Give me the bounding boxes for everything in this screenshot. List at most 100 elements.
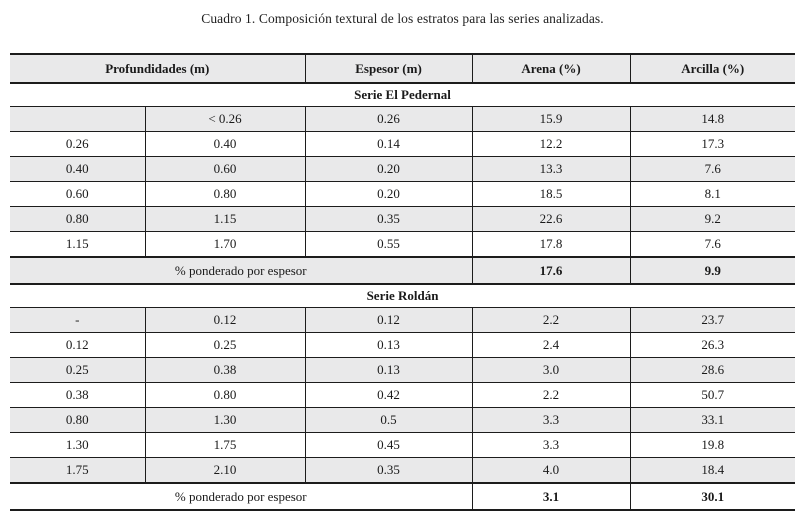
cell: 1.75 bbox=[10, 457, 146, 484]
cell: 19.8 bbox=[629, 432, 796, 458]
cell: 1.30 bbox=[10, 432, 146, 458]
cell: 1.30 bbox=[144, 407, 306, 433]
table-row: 0.60 0.80 0.20 18.5 8.1 bbox=[10, 181, 796, 207]
cell: 0.35 bbox=[304, 206, 473, 232]
cell: 0.12 bbox=[304, 307, 473, 333]
cell: 14.8 bbox=[629, 106, 796, 132]
data-table: Profundidades (m) Espesor (m) Arena (%) … bbox=[10, 53, 796, 511]
cell: 50.7 bbox=[629, 382, 796, 408]
table-row: 0.38 0.80 0.42 2.2 50.7 bbox=[10, 382, 796, 408]
cell: 0.5 bbox=[304, 407, 473, 433]
cell: 0.20 bbox=[304, 181, 473, 207]
column-header-espesor: Espesor (m) bbox=[304, 54, 473, 84]
section-header-row: Serie Roldán bbox=[10, 283, 796, 308]
section-title: Serie El Pedernal bbox=[10, 82, 796, 107]
table-body: Serie El Pedernal < 0.26 0.26 15.9 14.8 0.26 0… bbox=[10, 82, 796, 511]
cell: 4.0 bbox=[471, 457, 631, 484]
cell: 0.40 bbox=[10, 156, 146, 182]
cell: 12.2 bbox=[471, 131, 631, 157]
cell: 0.14 bbox=[304, 131, 473, 157]
cell: 15.9 bbox=[471, 106, 631, 132]
header-row: Profundidades (m) Espesor (m) Arena (%) … bbox=[10, 54, 796, 84]
cell: 1.15 bbox=[144, 206, 306, 232]
cell: 0.12 bbox=[10, 332, 146, 358]
cell: 18.5 bbox=[471, 181, 631, 207]
cell: 3.0 bbox=[471, 357, 631, 383]
cell: 2.10 bbox=[144, 457, 306, 484]
cell bbox=[10, 106, 146, 132]
cell: - bbox=[10, 307, 146, 333]
cell: 23.7 bbox=[629, 307, 796, 333]
table-row: 0.12 0.25 0.13 2.4 26.3 bbox=[10, 332, 796, 358]
cell: 1.75 bbox=[144, 432, 306, 458]
table-row: 0.26 0.40 0.14 12.2 17.3 bbox=[10, 131, 796, 157]
cell: 0.25 bbox=[10, 357, 146, 383]
summary-arena-value: 17.6 bbox=[471, 256, 631, 285]
cell: 28.6 bbox=[629, 357, 796, 383]
cell: 8.1 bbox=[629, 181, 796, 207]
table-row: -0.12 0.12 2.2 23.7 bbox=[10, 307, 796, 333]
cell: 0.12 bbox=[144, 307, 306, 333]
cell: 3.3 bbox=[471, 407, 631, 433]
column-header-arcilla: Arcilla (%) bbox=[629, 54, 796, 84]
cell: 0.55 bbox=[304, 231, 473, 258]
cell: 17.8 bbox=[471, 231, 631, 258]
summary-arcilla-value: 30.1 bbox=[629, 482, 796, 511]
cell: 0.26 bbox=[304, 106, 473, 132]
cell: 0.80 bbox=[144, 181, 306, 207]
cell: < 0.26 bbox=[144, 106, 306, 132]
cell: 22.6 bbox=[471, 206, 631, 232]
column-header-profundidades: Profundidades (m) bbox=[10, 54, 306, 84]
cell: 2.2 bbox=[471, 307, 631, 333]
table-row: < 0.26 0.26 15.9 14.8 bbox=[10, 106, 796, 132]
cell: 2.2 bbox=[471, 382, 631, 408]
table-row: 0.80 1.30 0.5 3.3 33.1 bbox=[10, 407, 796, 433]
table-row: 1.15 1.70 0.55 17.8 7.6 bbox=[10, 231, 796, 258]
cell: 0.20 bbox=[304, 156, 473, 182]
table-row: 0.80 1.15 0.35 22.6 9.2 bbox=[10, 206, 796, 232]
cell: 17.3 bbox=[629, 131, 796, 157]
cell: 18.4 bbox=[629, 457, 796, 484]
summary-arcilla-value: 9.9 bbox=[629, 256, 796, 285]
cell: 13.3 bbox=[471, 156, 631, 182]
cell: 0.80 bbox=[144, 382, 306, 408]
cell: 0.60 bbox=[10, 181, 146, 207]
section-header-row: Serie El Pedernal bbox=[10, 82, 796, 107]
cell: 9.2 bbox=[629, 206, 796, 232]
cell: 0.26 bbox=[10, 131, 146, 157]
cell: 0.80 bbox=[10, 206, 146, 232]
cell: 1.70 bbox=[144, 231, 306, 258]
cell: 0.38 bbox=[10, 382, 146, 408]
cell: 0.38 bbox=[144, 357, 306, 383]
cell: 0.40 bbox=[144, 131, 306, 157]
cell: 0.80 bbox=[10, 407, 146, 433]
summary-label: % ponderado por espesor bbox=[10, 482, 473, 511]
cell: 7.6 bbox=[629, 231, 796, 258]
table-caption: Cuadro 1. Composición textural de los es… bbox=[201, 11, 604, 26]
cell: 0.13 bbox=[304, 332, 473, 358]
cell: 0.35 bbox=[304, 457, 473, 484]
table-row: 0.40 0.60 0.20 13.3 7.6 bbox=[10, 156, 796, 182]
cell: 0.42 bbox=[304, 382, 473, 408]
cell: 0.13 bbox=[304, 357, 473, 383]
summary-row: % ponderado por espesor 3.1 30.1 bbox=[10, 482, 796, 511]
summary-label: % ponderado por espesor bbox=[10, 256, 473, 285]
summary-row: % ponderado por espesor 17.6 9.9 bbox=[10, 256, 796, 285]
cell: 3.3 bbox=[471, 432, 631, 458]
table-row: 1.75 2.10 0.35 4.0 18.4 bbox=[10, 457, 796, 484]
table-row: 0.25 0.38 0.13 3.0 28.6 bbox=[10, 357, 796, 383]
table-header: Profundidades (m) Espesor (m) Arena (%) … bbox=[10, 54, 796, 84]
cell: 0.25 bbox=[144, 332, 306, 358]
section-title: Serie Roldán bbox=[10, 283, 796, 308]
cell: 7.6 bbox=[629, 156, 796, 182]
cell: 26.3 bbox=[629, 332, 796, 358]
column-header-arena: Arena (%) bbox=[471, 54, 631, 84]
cell: 0.60 bbox=[144, 156, 306, 182]
summary-arena-value: 3.1 bbox=[471, 482, 631, 511]
cell: 0.45 bbox=[304, 432, 473, 458]
table-row: 1.30 1.75 0.45 3.3 19.8 bbox=[10, 432, 796, 458]
cell: 33.1 bbox=[629, 407, 796, 433]
cell: 2.4 bbox=[471, 332, 631, 358]
cell: 1.15 bbox=[10, 231, 146, 258]
